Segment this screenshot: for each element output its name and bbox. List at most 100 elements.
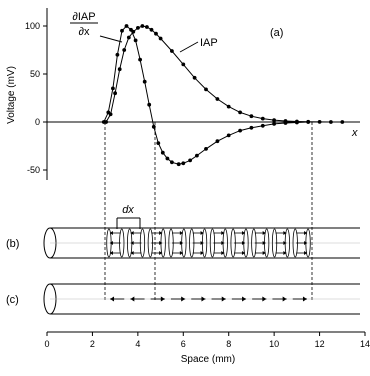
bottom-x-axis: 0 2 4 6 8 10 12 14 Space (mm) xyxy=(44,331,370,365)
derivative-point xyxy=(120,28,124,33)
y-tick-label-50: 50 xyxy=(30,69,40,79)
derivative-point xyxy=(283,121,288,125)
current-arrow-head xyxy=(262,296,267,302)
y-tick-label-neg50: -50 xyxy=(27,165,40,175)
dipole-arrow-head xyxy=(304,251,308,255)
dx-label: dx xyxy=(122,204,134,216)
panel-c-cylinder: (c) xyxy=(6,283,360,315)
dipole-arrow-head xyxy=(179,251,183,255)
iap-points xyxy=(104,24,345,124)
derivative-point xyxy=(238,128,243,133)
dipole-arrow-head xyxy=(221,251,225,255)
y-axis-title: Voltage (mV) xyxy=(6,66,17,124)
derivative-point xyxy=(181,161,186,166)
derivative-point xyxy=(188,158,193,163)
current-arrow-head xyxy=(221,296,226,302)
iap-label: IAP xyxy=(200,37,218,49)
dipole-arrow-head xyxy=(109,251,113,255)
dipole-arrow-head xyxy=(304,231,308,235)
iap-point xyxy=(149,27,154,32)
panel-b-cylinder: (b) dx xyxy=(6,204,360,259)
iap-point xyxy=(140,24,145,28)
dipole-disks xyxy=(106,228,311,258)
dipole-arrow-head xyxy=(262,231,266,235)
x-tick-label: 4 xyxy=(135,339,140,349)
derivative-point xyxy=(138,57,143,62)
iap-point xyxy=(117,67,122,72)
current-arrow-head xyxy=(160,296,165,302)
iap-point xyxy=(238,110,243,115)
dipole-arrow-head xyxy=(200,241,204,245)
iap-point xyxy=(204,87,208,92)
x-tick-label: 2 xyxy=(90,339,95,349)
iap-point xyxy=(170,49,174,53)
current-arrow-head xyxy=(242,296,247,302)
y-tick-label-0: 0 xyxy=(35,117,40,127)
derivative-point xyxy=(129,27,133,32)
iap-point xyxy=(249,114,254,119)
iap-point xyxy=(192,75,197,80)
iap-point xyxy=(145,25,149,29)
derivative-leader-line xyxy=(99,35,123,43)
derivative-point xyxy=(106,110,111,115)
x-tick-label: 12 xyxy=(315,339,325,349)
derivative-point xyxy=(115,52,120,57)
iap-leader-line xyxy=(179,41,199,53)
x-tick-label: 6 xyxy=(181,339,186,349)
dipole-arrow-head xyxy=(221,231,225,235)
iap-point xyxy=(272,118,276,122)
iap-point xyxy=(215,97,220,101)
x-tick-label: 8 xyxy=(226,339,231,349)
dipole-arrow-head xyxy=(109,231,113,235)
derivative-points xyxy=(101,24,311,167)
current-arrow-head xyxy=(130,296,135,302)
dipole-arrow-head xyxy=(109,241,113,245)
derivative-point xyxy=(165,156,170,161)
dipole-arrow-head xyxy=(241,231,245,235)
iap-point xyxy=(260,116,265,121)
derivative-point xyxy=(142,79,147,84)
dipole-arrow-head xyxy=(179,231,183,235)
derivative-point xyxy=(226,133,231,138)
dipole-arrow-head xyxy=(241,241,245,245)
current-arrow-head xyxy=(181,296,186,302)
dipole-arrow-head xyxy=(221,241,225,245)
y-tick-label-100: 100 xyxy=(25,21,40,31)
iap-point xyxy=(126,35,131,40)
derivative-label-numerator: ∂IAP xyxy=(72,11,95,23)
guide-lines xyxy=(104,122,313,302)
dipole-arrow-head xyxy=(241,251,245,255)
x-axis-title: Space (mm) xyxy=(181,354,235,365)
panel-a-label: (a) xyxy=(270,27,283,39)
current-arrow-head xyxy=(282,296,287,302)
iap-point xyxy=(122,48,127,52)
dipole-arrow-head xyxy=(130,231,134,235)
x-tick-label: 10 xyxy=(269,339,279,349)
current-arrows xyxy=(110,296,307,302)
derivative-point xyxy=(176,162,181,167)
dipole-arrow-head xyxy=(130,241,134,245)
iap-point xyxy=(158,36,163,41)
iap-point xyxy=(181,62,186,67)
derivative-point xyxy=(215,139,220,144)
dipole-arrow-head xyxy=(200,231,204,235)
x-tick-label: 14 xyxy=(360,339,370,349)
panel-c-label: (c) xyxy=(6,294,19,306)
dipole-arrow-head xyxy=(283,251,287,255)
dipole-arrow-head xyxy=(200,251,204,255)
derivative-point xyxy=(249,125,254,130)
iap-point xyxy=(317,120,322,124)
iap-point xyxy=(136,26,140,30)
dipole-arrow-head xyxy=(304,241,308,245)
dipole-arrow-head xyxy=(130,251,134,255)
x-ticks: 0 2 4 6 8 10 12 14 xyxy=(44,332,370,349)
curves xyxy=(101,24,345,167)
derivative-point xyxy=(160,150,165,155)
derivative-point xyxy=(147,102,152,107)
iap-point xyxy=(226,104,231,109)
derivative-point xyxy=(204,147,208,151)
iap-curve-line xyxy=(105,25,343,123)
current-arrow-head xyxy=(110,296,115,302)
